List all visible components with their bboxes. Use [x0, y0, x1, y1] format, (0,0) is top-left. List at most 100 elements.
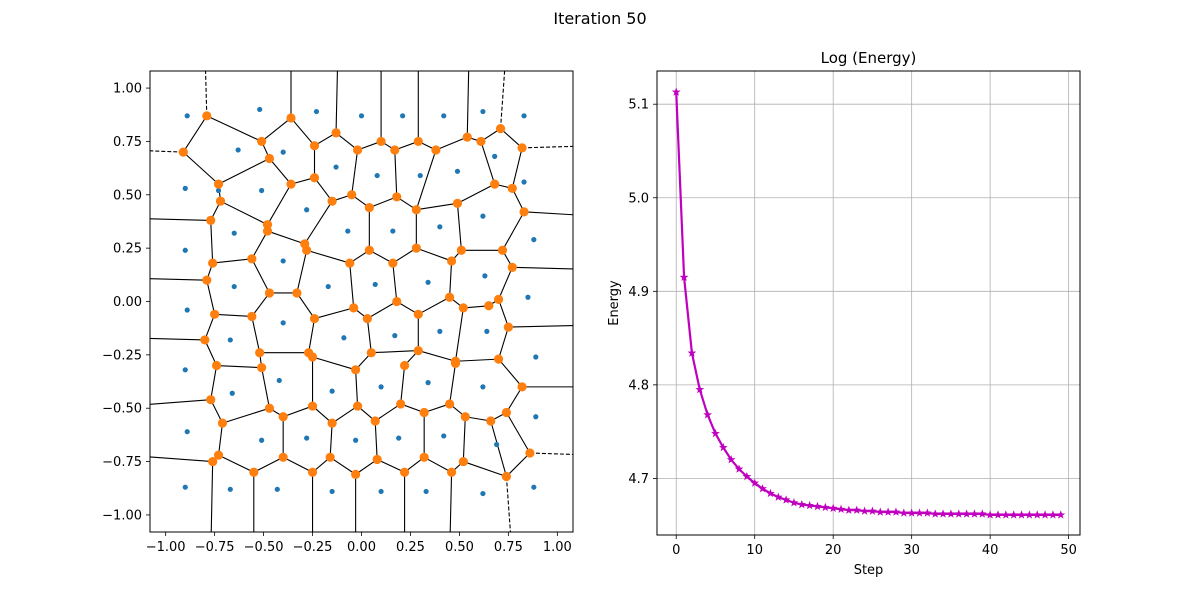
- site-point: [533, 414, 539, 420]
- site-point: [182, 247, 188, 253]
- site-point: [441, 433, 447, 439]
- voronoi-vertex: [411, 205, 421, 215]
- energy-point-marker: [679, 272, 689, 281]
- site-point: [227, 486, 233, 492]
- site-point: [345, 228, 351, 234]
- voronoi-vertex: [450, 358, 461, 368]
- site-point: [280, 149, 286, 155]
- voronoi-vertex: [525, 448, 535, 458]
- voronoi-vertex: [325, 452, 335, 462]
- energy-point-marker: [954, 509, 964, 518]
- voronoi-vertex: [286, 113, 296, 123]
- voronoi-ridge: [455, 358, 499, 362]
- voronoi-ridge: [505, 386, 523, 413]
- site-point: [372, 281, 378, 288]
- voronoi-ridge-dashed: [505, 476, 511, 532]
- energy-point-marker: [962, 509, 971, 518]
- voronoi-vertex: [413, 345, 423, 356]
- y-tick-label: −0.50: [102, 402, 142, 417]
- site-point: [396, 435, 402, 441]
- site-point: [182, 367, 188, 373]
- voronoi-ridge: [329, 423, 333, 458]
- site-point: [313, 108, 320, 115]
- site-point: [182, 185, 188, 191]
- y-tick-label: 0.25: [113, 242, 142, 257]
- voronoi-ridge: [150, 278, 207, 281]
- voronoi-ridge: [251, 258, 270, 294]
- voronoi-plot-area: [150, 71, 573, 532]
- voronoi-ridge: [371, 350, 419, 354]
- energy-point-marker: [860, 506, 869, 515]
- voronoi-ridge: [415, 149, 437, 210]
- x-tick-label: −0.75: [195, 540, 235, 555]
- voronoi-vertex: [302, 245, 312, 255]
- y-tick-label: 4.9: [628, 285, 649, 300]
- voronoi-vertex: [388, 258, 398, 268]
- voronoi-vertex: [364, 245, 374, 255]
- energy-point-marker: [781, 495, 791, 504]
- voronoi-ridge: [512, 266, 573, 270]
- voronoi-ridge: [449, 260, 453, 298]
- voronoi-vertex: [247, 311, 257, 322]
- energy-point-marker: [891, 507, 901, 516]
- voronoi-vertex: [206, 215, 216, 225]
- voronoi-ridge: [480, 141, 496, 185]
- y-tick-label: 1.00: [113, 82, 142, 97]
- site-point: [425, 279, 431, 285]
- voronoi-vertex: [458, 303, 468, 313]
- voronoi-vertex: [292, 288, 302, 298]
- site-point: [521, 179, 527, 185]
- voronoi-vertex: [517, 143, 527, 153]
- voronoi-ridge: [312, 356, 356, 371]
- voronoi-vertex: [307, 401, 318, 411]
- energy-point-marker: [977, 509, 987, 518]
- voronoi-vertex: [507, 262, 517, 272]
- voronoi-vertex: [304, 348, 314, 358]
- voronoi-vertex: [517, 382, 527, 392]
- site-point: [353, 437, 359, 443]
- voronoi-vertex: [493, 354, 504, 364]
- voronoi-ridge: [329, 456, 356, 475]
- site-point: [531, 484, 537, 490]
- voronoi-ridge: [150, 399, 211, 405]
- energy-chart-title: Log (Energy): [821, 49, 917, 67]
- energy-point-marker: [711, 428, 720, 438]
- energy-point-marker: [789, 498, 799, 507]
- voronoi-ridge: [376, 458, 405, 473]
- voronoi-vertex: [399, 467, 410, 477]
- voronoi-ridge: [418, 350, 456, 362]
- voronoi-ridge: [216, 364, 262, 369]
- voronoi-ridge: [349, 263, 355, 308]
- y-tick-label: 4.7: [628, 472, 649, 487]
- y-tick-label: 0.00: [113, 295, 142, 310]
- voronoi-ridge: [367, 301, 398, 320]
- voronoi-ridge: [282, 405, 313, 418]
- voronoi-ridge: [253, 456, 284, 473]
- voronoi-ridge: [261, 367, 270, 409]
- energy-point-marker: [805, 500, 815, 510]
- energy-point-marker: [844, 505, 854, 514]
- site-point: [184, 113, 190, 119]
- voronoi-vertex: [208, 258, 218, 268]
- energy-point-marker: [883, 507, 893, 516]
- x-tick-label: 10: [746, 543, 763, 558]
- x-axis-label: Step: [854, 563, 884, 578]
- x-tick-label: 20: [825, 543, 842, 558]
- voronoi-vertex: [215, 196, 226, 206]
- voronoi-vertex: [286, 179, 296, 189]
- voronoi-vertex: [411, 243, 421, 253]
- voronoi-ridge: [435, 136, 468, 151]
- voronoi-vertex: [351, 365, 361, 375]
- voronoi-vertex: [352, 145, 363, 155]
- site-point: [231, 283, 237, 290]
- voronoi-ridge: [351, 149, 359, 195]
- voronoi-ridge: [308, 318, 316, 353]
- energy-point-marker: [970, 509, 979, 518]
- voronoi-vertex: [446, 256, 457, 266]
- y-tick-label: 5.0: [628, 191, 649, 206]
- voronoi-ridge: [366, 318, 372, 353]
- site-point: [494, 441, 500, 448]
- energy-point-marker: [703, 410, 712, 419]
- voronoi-ridge: [463, 461, 507, 478]
- voronoi-vertex: [431, 145, 441, 155]
